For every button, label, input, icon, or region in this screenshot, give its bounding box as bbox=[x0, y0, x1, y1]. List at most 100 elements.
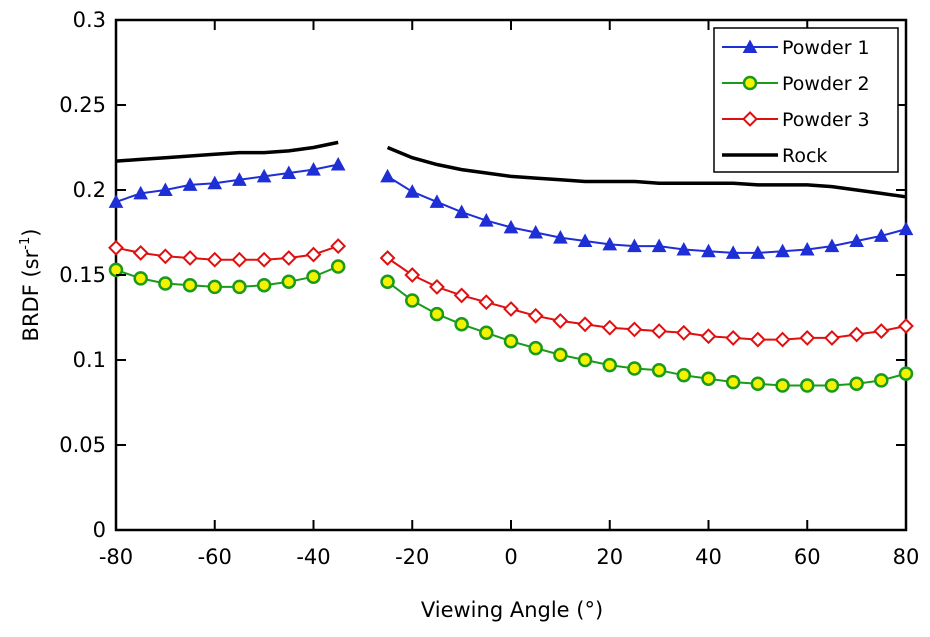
powder-3-point bbox=[182, 250, 198, 266]
y-tick-label: 0.15 bbox=[59, 263, 106, 287]
y-axis-title-main: BRDF (sr bbox=[19, 249, 43, 341]
powder-2-point bbox=[503, 334, 519, 349]
powder-3-point bbox=[675, 324, 692, 341]
x-tick-label: -80 bbox=[99, 545, 133, 569]
powder-3-point bbox=[873, 323, 890, 340]
powder-2-point bbox=[182, 277, 198, 293]
x-axis-title: Viewing Angle (°) bbox=[421, 598, 603, 622]
series-rock bbox=[115, 140, 907, 199]
powder-2-point bbox=[627, 361, 642, 376]
powder-3-point bbox=[206, 251, 223, 268]
powder-3-point bbox=[503, 301, 519, 317]
powder-3-point bbox=[231, 251, 248, 268]
series-powder-3 bbox=[108, 238, 914, 348]
legend-marker bbox=[742, 111, 758, 127]
powder-1-point bbox=[281, 165, 297, 180]
powder-1-point bbox=[775, 243, 790, 258]
powder-2-point bbox=[256, 277, 272, 293]
powder-3-point bbox=[157, 248, 174, 265]
x-tick-label: 20 bbox=[596, 545, 623, 569]
powder-1-point bbox=[528, 224, 544, 239]
legend-label: Powder 1 bbox=[782, 37, 870, 59]
powder-2-point bbox=[553, 347, 568, 363]
powder-1-point bbox=[750, 245, 766, 259]
powder-2-point bbox=[405, 293, 420, 308]
powder-1-point bbox=[207, 175, 223, 190]
powder-3-point bbox=[848, 326, 865, 343]
legend-item-powder-3: Powder 3 bbox=[722, 109, 870, 131]
powder-3-point bbox=[824, 329, 840, 346]
powder-1-point bbox=[651, 238, 667, 253]
powder-1-point bbox=[429, 194, 445, 208]
legend-label: Powder 2 bbox=[782, 73, 870, 95]
powder-1-point bbox=[676, 241, 692, 256]
powder-1-point bbox=[725, 245, 741, 259]
powder-3-point bbox=[651, 323, 668, 340]
powder-1-point bbox=[478, 213, 494, 227]
powder-1-point bbox=[330, 156, 346, 171]
powder-3-point bbox=[898, 318, 914, 334]
y-tick-label: 0.2 bbox=[73, 178, 106, 202]
powder-3-point bbox=[330, 238, 347, 255]
legend-marker bbox=[742, 39, 758, 54]
powder-1-point bbox=[158, 182, 173, 197]
axes-layer: -80 -60 -40 -20 0 20 40 60 80 0 0.05 0.1 0.15 0.2 0.25… bbox=[59, 8, 919, 569]
y-tick-label: 0.05 bbox=[59, 433, 106, 457]
powder-2-point bbox=[898, 366, 914, 381]
x-tick-label: 40 bbox=[695, 545, 722, 569]
y-tick-label: 0.1 bbox=[73, 348, 106, 372]
series-powder-2 bbox=[108, 259, 914, 393]
powder-1-point bbox=[232, 172, 247, 186]
powder-3-point bbox=[700, 328, 717, 345]
legend-marker bbox=[742, 75, 758, 91]
powder-3-point bbox=[478, 294, 495, 311]
x-tick-label: -60 bbox=[198, 545, 232, 569]
powder-1-point bbox=[256, 168, 272, 183]
powder-2-line bbox=[115, 265, 339, 288]
powder-1-point bbox=[799, 241, 815, 256]
powder-3-point bbox=[305, 246, 322, 263]
y-axis-title-close: ) bbox=[19, 229, 43, 237]
powder-1-point bbox=[824, 238, 840, 253]
powder-1-point bbox=[380, 168, 395, 183]
powder-3-point bbox=[749, 331, 766, 348]
series-powder-1 bbox=[108, 156, 914, 259]
powder-1-line bbox=[387, 175, 907, 254]
powder-2-point bbox=[306, 269, 321, 284]
powder-2-point bbox=[775, 378, 790, 393]
series-layer bbox=[108, 140, 914, 393]
powder-2-point bbox=[824, 378, 840, 393]
x-tick-label: 0 bbox=[504, 545, 517, 569]
powder-2-point bbox=[158, 276, 173, 291]
powder-1-point bbox=[873, 228, 889, 242]
powder-3-point bbox=[725, 329, 742, 346]
y-tick-label: 0 bbox=[93, 518, 106, 542]
powder-2-point bbox=[479, 325, 494, 341]
legend-item-powder-2: Powder 2 bbox=[722, 73, 870, 95]
legend-label: Powder 3 bbox=[782, 109, 870, 131]
powder-1-point bbox=[454, 204, 469, 219]
powder-2-point bbox=[528, 340, 543, 356]
powder-3-point bbox=[626, 321, 643, 338]
powder-2-point bbox=[651, 362, 667, 378]
powder-3-point bbox=[256, 251, 273, 268]
rock-line bbox=[386, 145, 907, 199]
powder-1-line bbox=[115, 163, 339, 203]
powder-3-line bbox=[386, 257, 907, 341]
powder-2-point bbox=[577, 352, 593, 368]
powder-2-point bbox=[281, 274, 297, 290]
powder-2-point bbox=[701, 371, 716, 386]
powder-2-point bbox=[380, 274, 395, 290]
x-tick-label: 60 bbox=[794, 545, 821, 569]
y-tick-label: 0.3 bbox=[73, 8, 106, 32]
powder-3-point bbox=[577, 316, 593, 333]
powder-3-point bbox=[404, 267, 421, 283]
powder-1-point bbox=[503, 219, 519, 234]
x-tick-label: -20 bbox=[395, 545, 429, 569]
powder-2-point bbox=[232, 279, 247, 295]
powder-3-point bbox=[429, 278, 445, 295]
powder-1-point bbox=[701, 243, 716, 258]
powder-2-point bbox=[207, 279, 222, 295]
powder-2-point bbox=[800, 378, 815, 393]
legend-item-rock: Rock bbox=[722, 145, 827, 167]
